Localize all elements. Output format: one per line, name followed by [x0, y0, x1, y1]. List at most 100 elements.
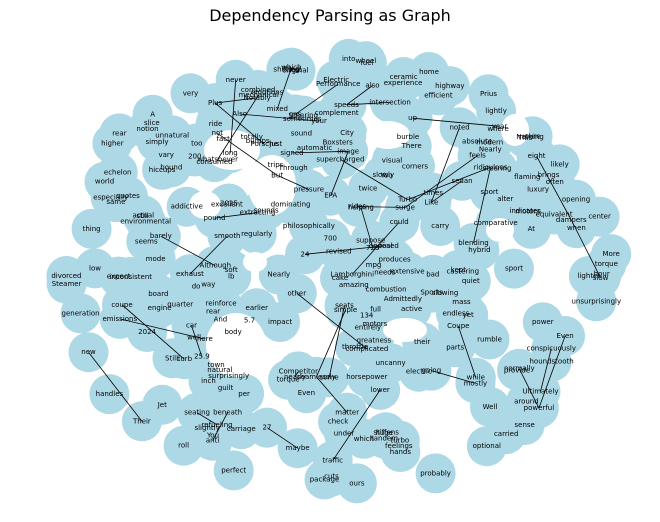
node-label: highway: [435, 82, 464, 90]
node-label: surprisingly: [208, 372, 249, 380]
node-label: throttle: [342, 343, 368, 351]
graph-node: [469, 319, 510, 360]
graph-edge: [217, 94, 260, 160]
node-label: test: [288, 66, 302, 74]
node-label: environmental: [120, 218, 171, 226]
node-label: complicated: [345, 345, 388, 353]
node-label: per: [238, 390, 250, 398]
node-label: other: [287, 289, 306, 297]
graph-edge: [191, 325, 203, 357]
graph-edge: [296, 292, 368, 350]
node-label: which: [281, 64, 301, 72]
graph-node: [504, 405, 545, 445]
graph-edge: [189, 235, 228, 275]
graph-title: Dependency Parsing as Graph: [209, 6, 451, 25]
graph-edge: [430, 127, 460, 203]
node-label: Nearly: [479, 146, 502, 154]
node-label: kept: [451, 266, 467, 274]
node-label: quotes: [116, 192, 140, 200]
node-label: check: [328, 418, 349, 426]
node-label: More: [603, 250, 620, 258]
node-label: speeds: [334, 101, 359, 109]
node-label: parts: [446, 343, 464, 351]
node-label: going: [422, 367, 442, 375]
node-label: Steering: [289, 112, 319, 120]
node-label: hour: [594, 270, 610, 278]
node-label: revised: [326, 247, 352, 255]
node-label: barely: [150, 232, 172, 240]
node-label: while: [467, 374, 485, 382]
graph-node: [304, 459, 345, 500]
node-label: package: [310, 476, 340, 484]
node-label: And: [214, 316, 228, 324]
node-label: There: [401, 142, 422, 150]
node-label: low: [89, 264, 101, 272]
node-label: mode: [146, 255, 166, 263]
nodes-layer: [46, 38, 632, 504]
node-label: probably: [420, 469, 451, 477]
node-label: needs: [374, 269, 395, 277]
graph-gap: [486, 218, 514, 242]
node-label: well: [187, 334, 201, 342]
node-label: twice: [359, 184, 378, 192]
node-label: emissions: [102, 315, 137, 323]
node-label: slowing: [432, 289, 458, 297]
node-label: endless: [443, 309, 470, 317]
graph-edge: [196, 412, 218, 426]
node-label: refueling: [202, 421, 233, 429]
graph-edge: [332, 389, 381, 461]
graph-edge: [431, 370, 476, 384]
node-label: pure: [525, 132, 541, 140]
graph-edge: [431, 180, 463, 203]
graph-edge: [340, 159, 408, 201]
node-label: actual: [133, 211, 155, 219]
node-label: town: [207, 361, 224, 369]
graph-node: [364, 252, 405, 293]
node-label: simply: [146, 138, 169, 146]
node-label: their: [414, 338, 430, 346]
node-label: lower: [371, 386, 390, 394]
node-label: Well: [483, 403, 498, 411]
node-label: center: [588, 213, 611, 221]
node-label: Nothing: [516, 133, 544, 141]
node-label: regularly: [241, 230, 272, 238]
node-label: At: [528, 225, 536, 233]
node-label: ridiculous: [474, 163, 508, 171]
graph-edge: [407, 166, 491, 201]
node-label: mostly: [464, 379, 488, 387]
node-label: power: [532, 318, 554, 326]
node-label: surge: [395, 203, 415, 211]
graph-edge: [357, 206, 406, 208]
node-label: houndstooth: [530, 358, 574, 366]
graph-node: [236, 214, 277, 255]
node-label: new: [81, 348, 96, 356]
node-label: maybe: [286, 444, 310, 452]
node-label: traffic: [322, 457, 343, 465]
graph-edge: [473, 167, 491, 244]
node-label: extracting: [240, 209, 276, 217]
node-label: Electric: [323, 76, 349, 84]
node-label: motors: [363, 320, 388, 328]
node-label: bumps: [246, 137, 270, 145]
graph-gap: [383, 318, 427, 342]
node-label: 729: [366, 244, 379, 252]
node-label: very: [183, 89, 198, 97]
node-label: greatness: [357, 337, 392, 345]
node-label: feelings: [385, 442, 413, 450]
node-label: beneath: [213, 409, 242, 417]
node-label: 25.9: [194, 353, 210, 361]
node-label: divorced: [51, 272, 81, 280]
node-label: mixed: [267, 105, 288, 113]
node-label: hiccups: [149, 166, 176, 174]
node-label: electric: [406, 368, 432, 376]
node-label: suppose: [356, 236, 385, 244]
node-label: produces: [379, 255, 411, 263]
node-label: luxury: [527, 186, 549, 194]
node-label: signed: [280, 149, 303, 157]
graph-node: [107, 176, 148, 217]
node-label: Like: [424, 198, 438, 206]
node-label: which: [354, 435, 374, 443]
node-label: Coupe: [447, 322, 469, 330]
node-label: way: [201, 281, 215, 289]
